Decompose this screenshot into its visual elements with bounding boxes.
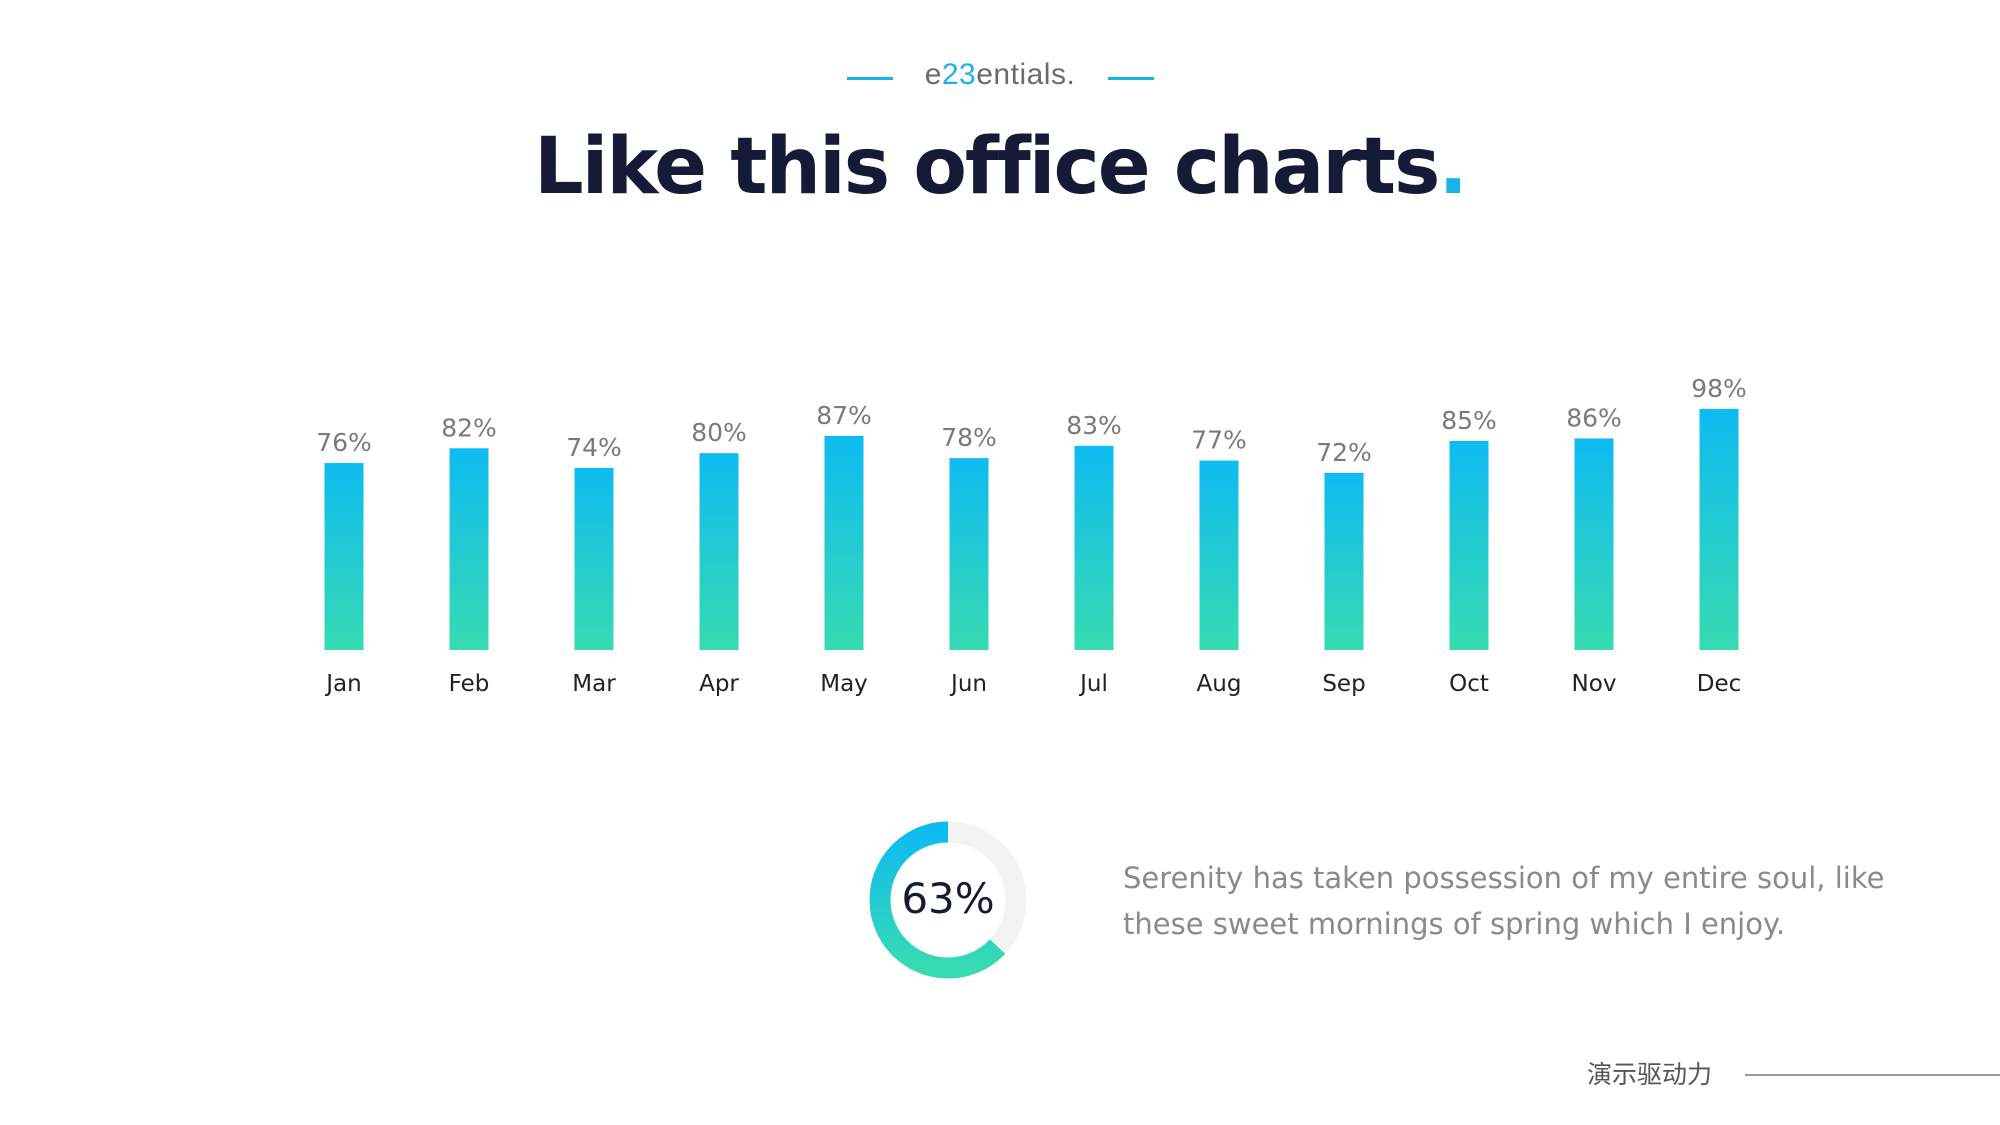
x-tick-feb: Feb — [449, 671, 490, 697]
data-label-sep: 72% — [1316, 438, 1372, 467]
bar-may — [824, 435, 864, 650]
bar-apr — [699, 453, 739, 650]
x-tick-may: May — [820, 671, 868, 697]
description-text: Serenity has taken possession of my enti… — [1123, 861, 1885, 941]
donut-value-label: 63% — [901, 874, 995, 923]
data-label-dec: 98% — [1691, 374, 1747, 403]
bar-dec — [1699, 408, 1739, 650]
donut-chart: 63% — [868, 820, 1028, 980]
bar-jul — [1074, 445, 1114, 650]
data-label-jun: 78% — [941, 423, 997, 452]
footer-line — [1745, 1074, 2000, 1076]
footer-text: 演示驱动力 — [1587, 1060, 1713, 1089]
data-label-jul: 83% — [1066, 411, 1122, 440]
bar-oct — [1449, 440, 1489, 650]
bar-feb — [449, 448, 489, 650]
bar-nov — [1574, 438, 1614, 650]
x-tick-nov: Nov — [1572, 671, 1617, 697]
data-label-aug: 77% — [1191, 426, 1247, 455]
x-tick-dec: Dec — [1697, 671, 1742, 697]
brand-logo: e23entials. — [924, 58, 1076, 91]
brand-line-right — [1108, 77, 1154, 80]
bar-mar — [574, 467, 614, 650]
data-label-nov: 86% — [1566, 403, 1622, 432]
bar-aug — [1199, 460, 1239, 650]
data-label-mar: 74% — [566, 433, 622, 462]
data-label-jan: 76% — [316, 428, 372, 457]
x-tick-jul: Jul — [1078, 671, 1108, 697]
data-label-oct: 85% — [1441, 406, 1497, 435]
bar-chart: 76% Jan 82% Feb 74% Mar 80% Apr 87% May 78% Jun 83% J… — [316, 374, 1747, 697]
bar-jan — [324, 463, 364, 650]
data-label-apr: 80% — [691, 418, 747, 447]
x-tick-apr: Apr — [699, 671, 739, 697]
x-tick-jun: Jun — [949, 671, 987, 697]
brand-line-left — [847, 77, 893, 80]
x-tick-jan: Jan — [324, 671, 361, 697]
x-tick-sep: Sep — [1322, 671, 1365, 697]
page-title: Like this office charts. — [533, 122, 1468, 212]
data-label-feb: 82% — [441, 413, 497, 442]
bar-jun — [949, 458, 989, 650]
donut-arc — [869, 821, 1006, 979]
x-tick-mar: Mar — [572, 671, 616, 697]
x-tick-aug: Aug — [1197, 671, 1242, 697]
bar-sep — [1324, 472, 1364, 650]
data-label-may: 87% — [816, 401, 872, 430]
x-tick-oct: Oct — [1449, 671, 1489, 697]
